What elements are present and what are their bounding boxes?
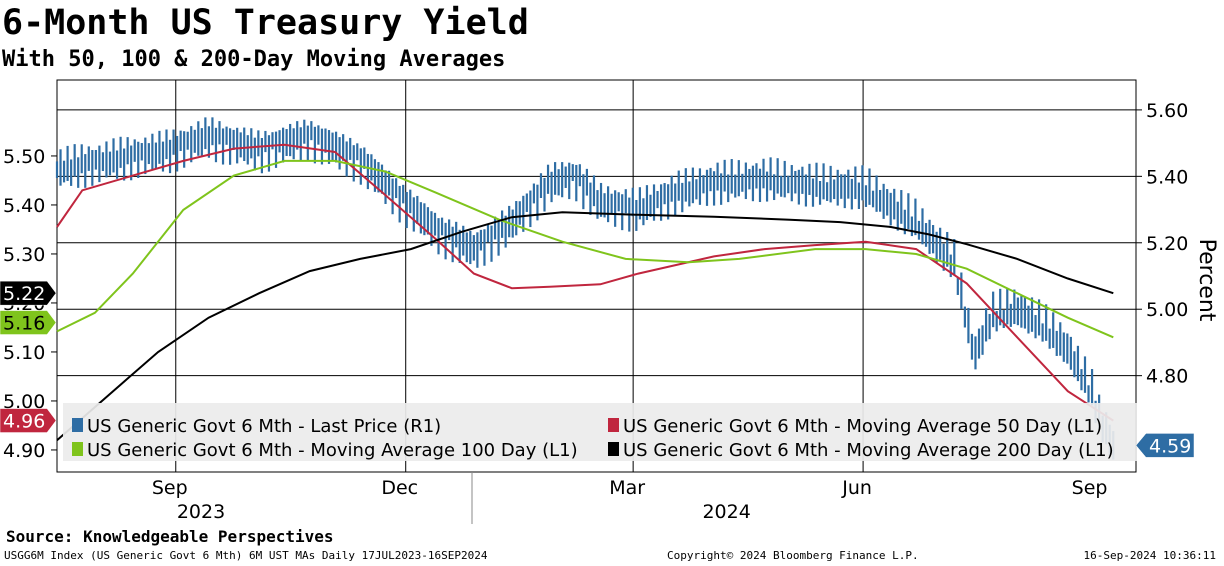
right-axis-title: Percent — [1194, 239, 1219, 322]
right-axis-tick-label: 5.60 — [1146, 100, 1188, 122]
year-label: 2024 — [702, 501, 750, 523]
left-axis-tick-label: 4.90 — [3, 440, 45, 462]
left-axis-tick-label: 5.40 — [3, 195, 45, 217]
last-value-tag — [0, 280, 57, 306]
x-axis-tick-label: Sep — [152, 477, 188, 499]
left-axis-tick-label: 5.00 — [3, 391, 45, 413]
last-value-tag-label: 5.22 — [3, 283, 45, 305]
x-axis-tick-label: Sep — [1072, 477, 1108, 499]
legend-entry: US Generic Govt 6 Mth - Moving Average 5… — [623, 416, 1102, 437]
source-note: Source: Knowledgeable Perspectives — [6, 527, 334, 546]
legend-entry: US Generic Govt 6 Mth - Moving Average 2… — [623, 440, 1114, 461]
x-axis-tick-label: Mar — [609, 477, 645, 499]
last-value-tag — [0, 310, 57, 335]
left-axis-tick-label: 5.50 — [3, 146, 45, 168]
legend-swatch — [72, 418, 83, 432]
x-axis-tick-label: Dec — [381, 477, 418, 499]
chart-subtitle: With 50, 100 & 200-Day Moving Averages — [2, 47, 506, 72]
footer-copyright: Copyright© 2024 Bloomberg Finance L.P. — [667, 549, 919, 562]
legend-swatch — [608, 442, 619, 456]
right-axis-tick-label: 4.80 — [1146, 366, 1188, 388]
moving-average-line-200-day — [56, 211, 1114, 441]
footer-timestamp: 16-Sep-2024 10:36:11 — [1083, 549, 1216, 562]
legend-swatch — [608, 418, 619, 432]
last-value-tag — [1135, 433, 1195, 458]
right-axis-tick-label: 5.40 — [1146, 166, 1188, 188]
last-value-tag-label: 5.16 — [3, 313, 45, 335]
last-value-tag-label: 4.96 — [3, 411, 45, 433]
right-axis-tick-label: 5.20 — [1146, 233, 1188, 255]
last-value-tag-label: 4.59 — [1149, 435, 1191, 457]
last-value-tag — [0, 408, 57, 433]
chart-title: 6-Month US Treasury Yield — [2, 3, 529, 43]
moving-average-line-50-day — [56, 143, 1114, 422]
left-axis-tick-label: 5.30 — [3, 244, 45, 266]
legend-entry: US Generic Govt 6 Mth - Moving Average 1… — [87, 440, 578, 461]
right-axis-tick-label: 5.00 — [1146, 299, 1188, 321]
x-axis-tick-label: Jun — [841, 477, 872, 499]
legend-box — [63, 403, 1137, 461]
year-label: 2023 — [177, 501, 225, 523]
footer-ticker-info: USGG6M Index (US Generic Govt 6 Mth) 6M … — [4, 549, 488, 562]
moving-average-line-100-day — [56, 159, 1114, 339]
legend-swatch — [72, 442, 83, 456]
left-axis-tick-label: 5.10 — [3, 342, 45, 364]
legend-entry: US Generic Govt 6 Mth - Last Price (R1) — [87, 416, 441, 437]
